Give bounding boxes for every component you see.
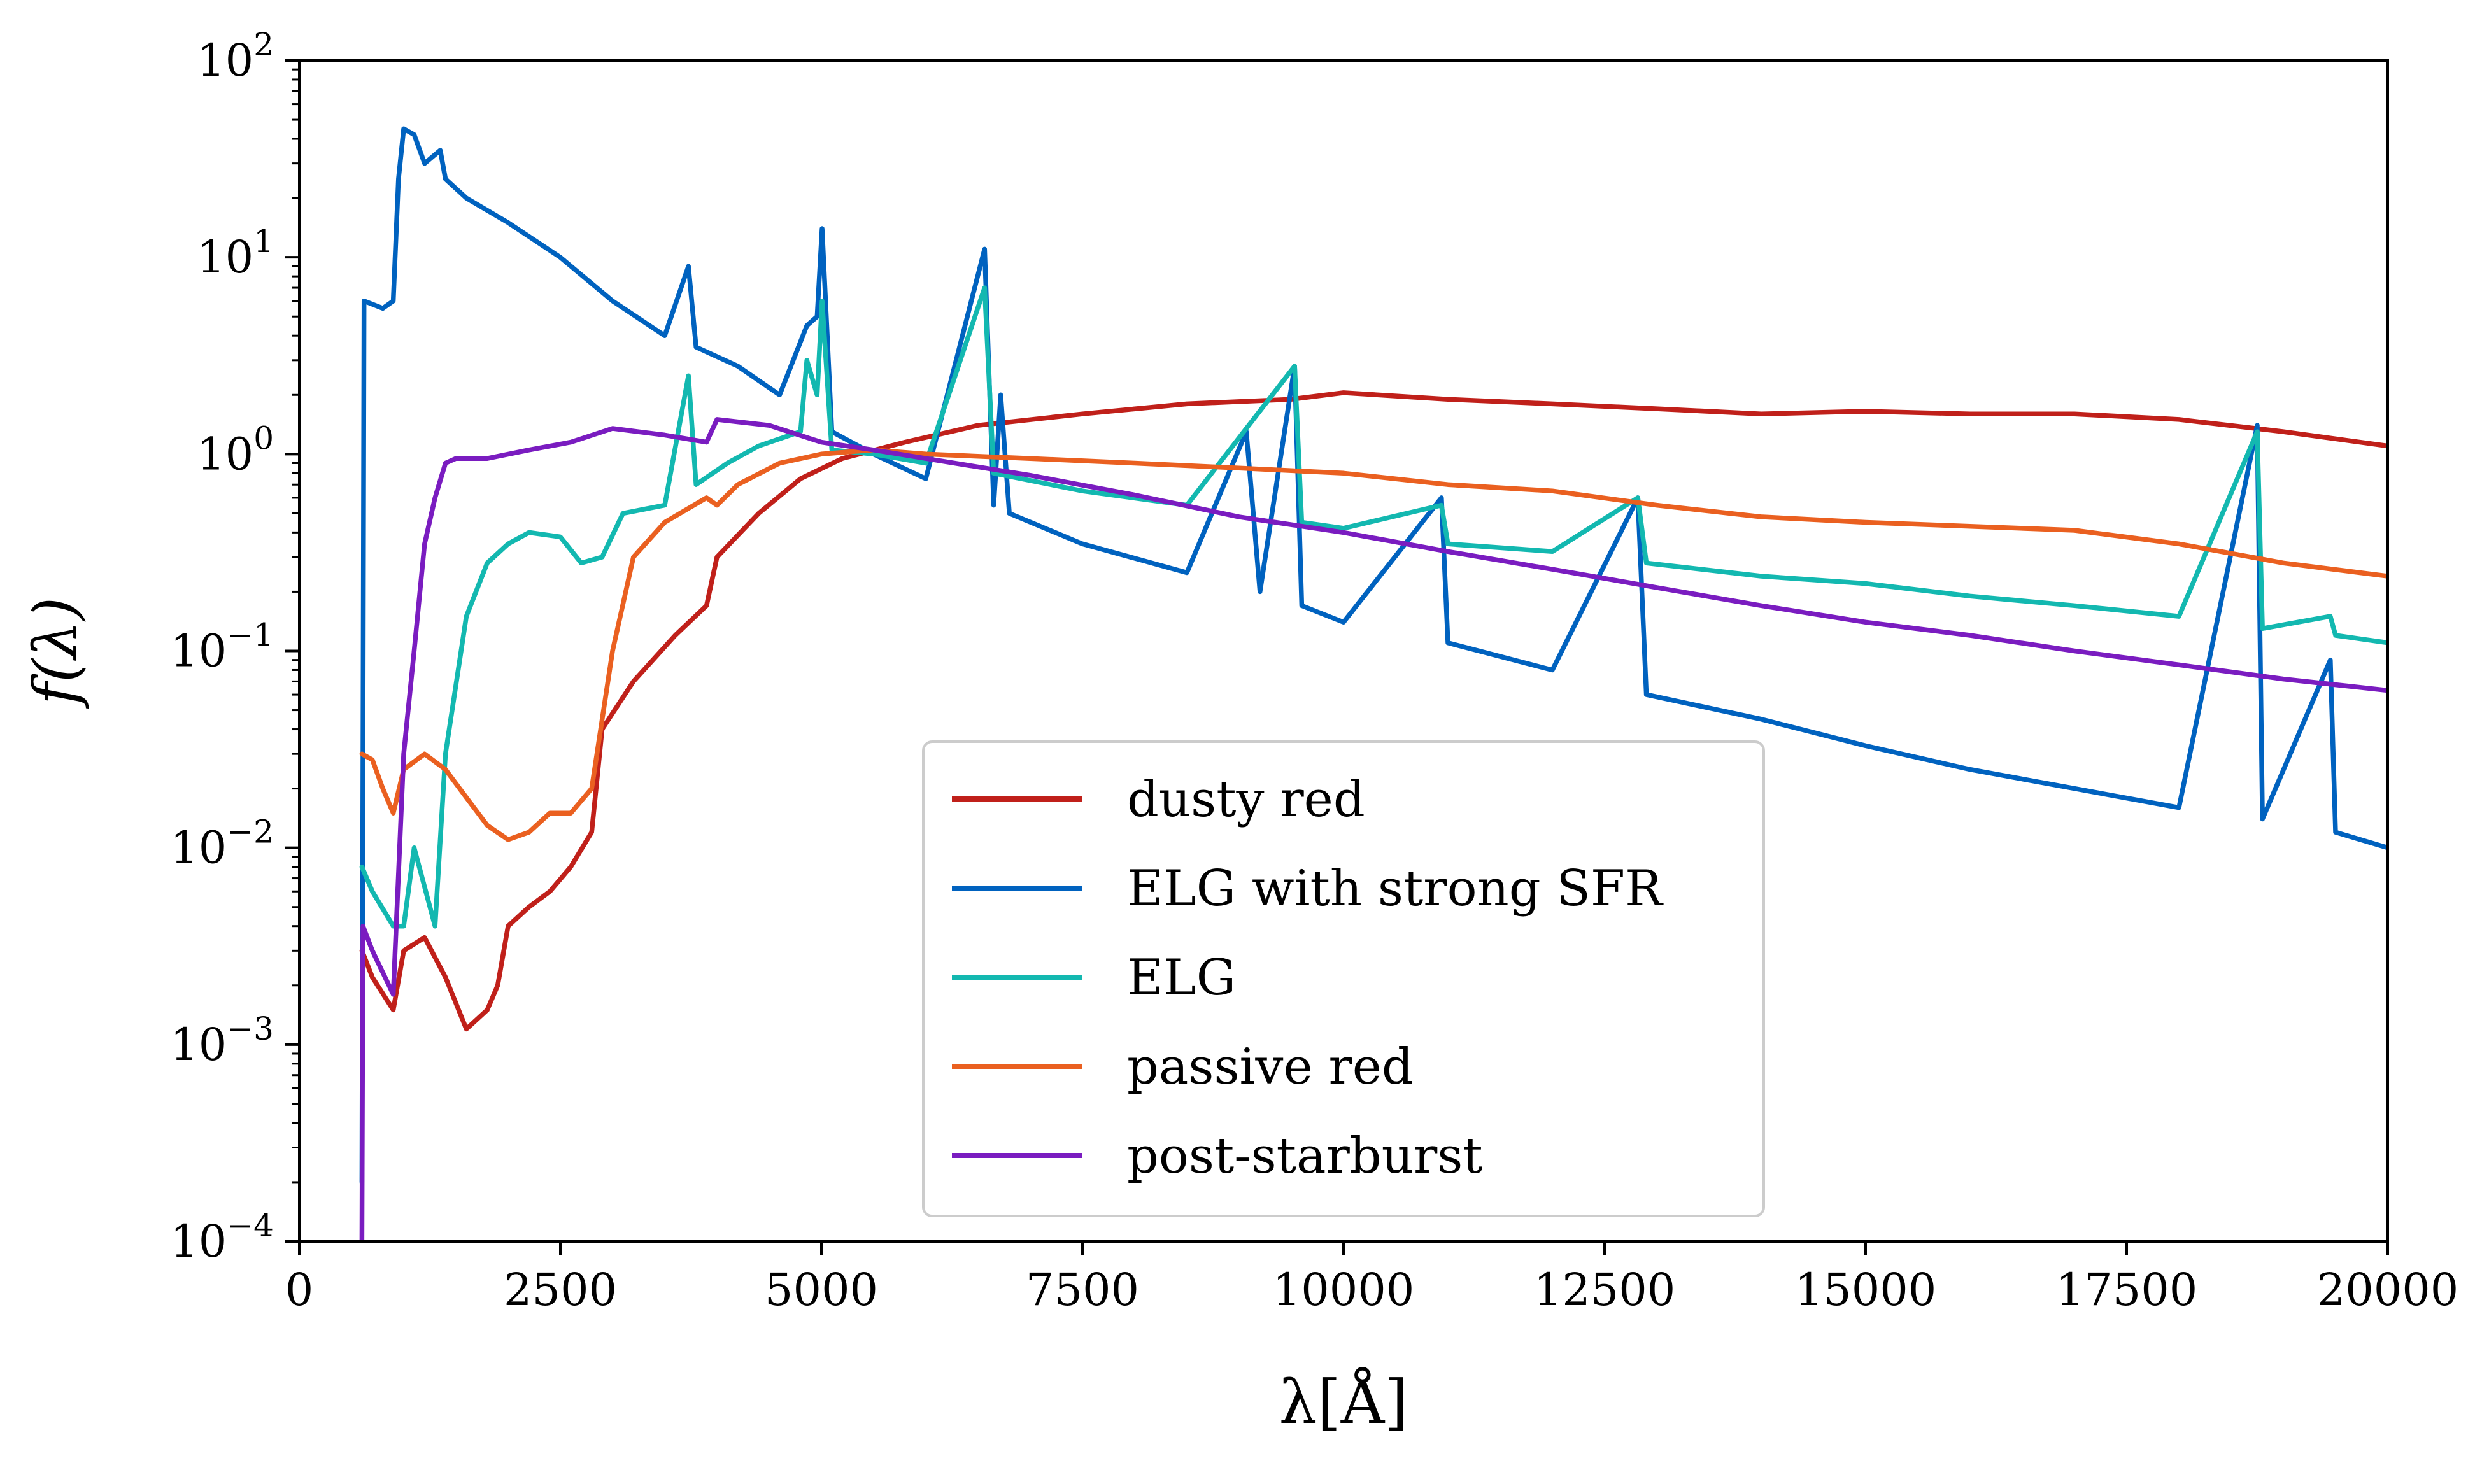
series-line-0 (359, 390, 2388, 1032)
legend-box (922, 740, 1765, 1217)
x-tick-label: 17500 (2056, 1264, 2198, 1316)
legend-label-4: post-starburst (1127, 1127, 1483, 1185)
x-tick-label: 10000 (1273, 1264, 1415, 1316)
x-tick-label: 5000 (765, 1264, 878, 1316)
x-tick-label: 20000 (2317, 1264, 2459, 1316)
x-axis-label: λ[Å] (1279, 1366, 1408, 1438)
y-tick-label: 10−3 (170, 1010, 274, 1071)
legend-label-0: dusty red (1127, 771, 1365, 828)
x-tick-label: 12500 (1534, 1264, 1676, 1316)
y-tick-label: 10−4 (170, 1207, 274, 1268)
x-tick-label: 2500 (504, 1264, 617, 1316)
x-tick-label: 15000 (1795, 1264, 1937, 1316)
series-layer (359, 126, 2388, 1241)
x-tick-label: 7500 (1026, 1264, 1139, 1316)
legend: dusty red ELG with strong SFR ELG passive r… (922, 740, 1765, 1217)
y-tick-label: 102 (197, 26, 274, 87)
series-line-3 (359, 448, 2388, 842)
ticks-layer: 0 2500 5000 7500 10000 12500 15000 17500 20000 10… (170, 26, 2458, 1316)
x-tick-label: 0 (285, 1264, 314, 1316)
y-tick-label: 10−1 (170, 617, 274, 677)
y-tick-label: 10−2 (170, 814, 274, 874)
series-line-2 (359, 285, 2388, 929)
y-axis-label: f(λ) (21, 597, 91, 709)
y-tick-label: 100 (197, 420, 274, 480)
series-line-1 (359, 126, 2388, 1185)
legend-label-2: ELG (1127, 949, 1236, 1007)
y-tick-label: 101 (197, 223, 274, 283)
legend-label-3: passive red (1127, 1038, 1414, 1096)
series-line-4 (359, 417, 2388, 1241)
legend-label-1: ELG with strong SFR (1127, 860, 1664, 917)
